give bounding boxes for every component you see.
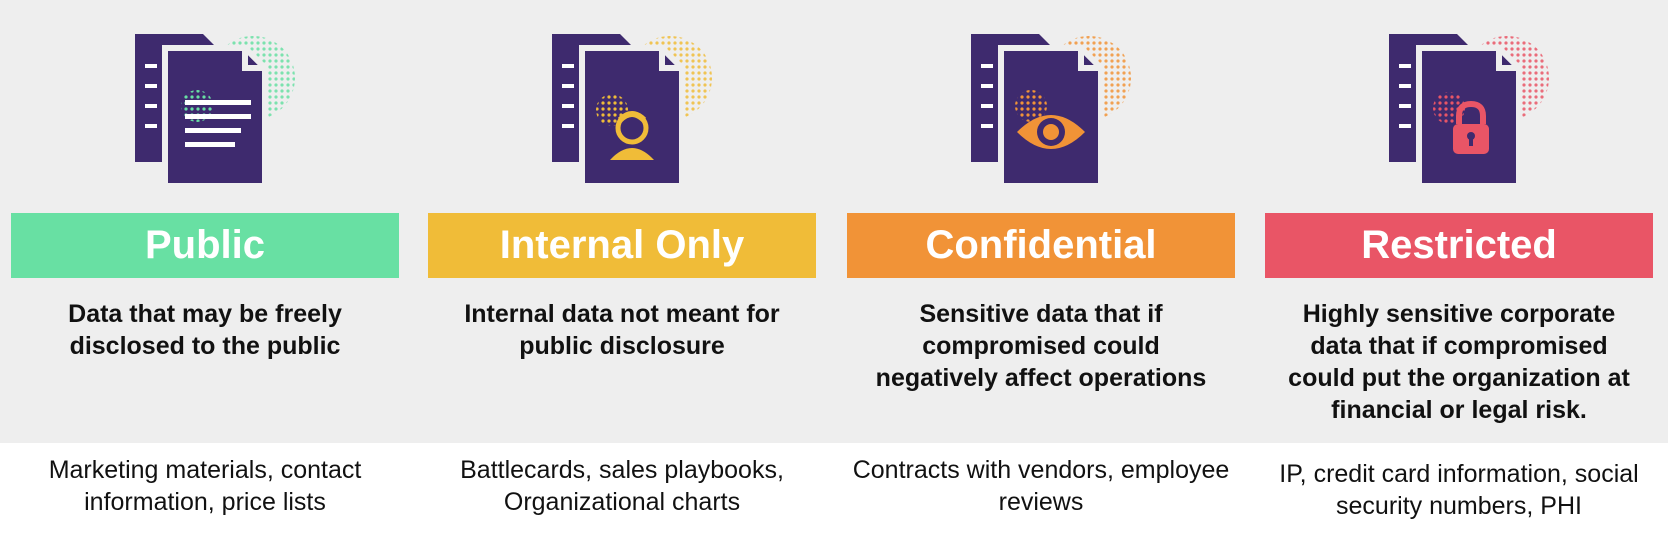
lock-icon [1453, 100, 1489, 154]
category-title: Confidential [847, 213, 1235, 278]
category-description: Highly sensitive corporate data that if … [1288, 300, 1630, 424]
category-description: Data that may be freely disclosed to the… [68, 300, 342, 360]
category-title: Public [11, 213, 399, 278]
category-internal: Internal Only Internal data not meant fo… [428, 0, 816, 549]
category-public: Public Data that may be freely disclosed… [11, 0, 399, 549]
document-stack-icon [135, 28, 315, 200]
person-icon [610, 111, 654, 160]
category-description: Sensitive data that if compromised could… [875, 300, 1207, 392]
category-confidential: Confidential Sensitive data that if comp… [847, 0, 1235, 549]
category-restricted: Restricted Highly sensitive corporate da… [1265, 0, 1653, 549]
text-lines-icon [185, 100, 251, 147]
document-stack-icon [971, 28, 1151, 200]
category-examples: IP, credit card information, social secu… [1279, 460, 1639, 520]
category-examples: Contracts with vendors, employee reviews [852, 456, 1230, 516]
category-description: Internal data not meant for public discl… [464, 300, 780, 360]
category-title: Restricted [1265, 213, 1653, 278]
category-examples: Marketing materials, contact information… [48, 456, 362, 516]
document-stack-icon [1389, 28, 1569, 200]
eye-icon [1017, 115, 1085, 149]
category-examples: Battlecards, sales playbooks, Organizati… [460, 456, 784, 516]
category-title: Internal Only [428, 213, 816, 278]
document-stack-icon [552, 28, 732, 200]
